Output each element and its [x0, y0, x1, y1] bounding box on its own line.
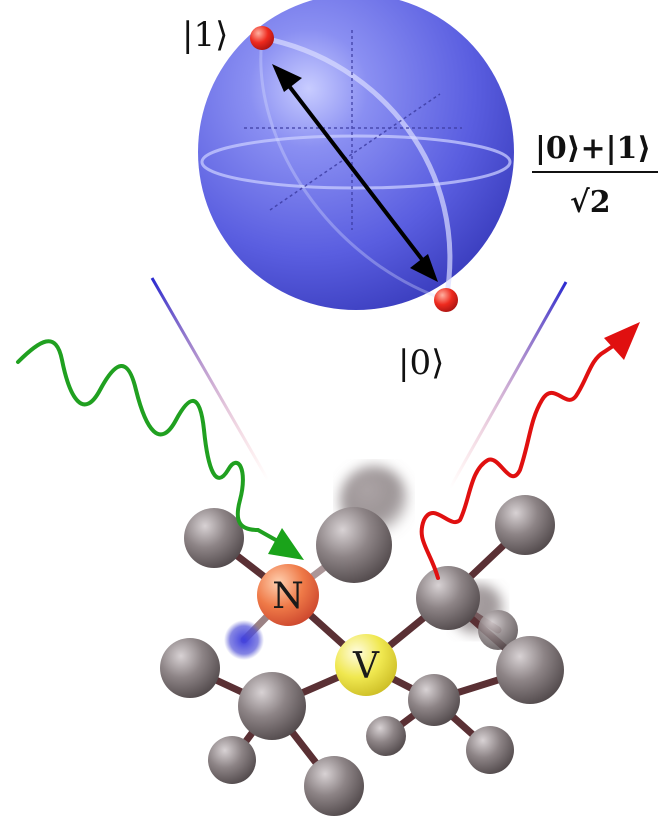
carbon-atom: [304, 756, 364, 816]
diamond-lattice: N V: [160, 466, 564, 816]
meridian-ring-back: [259, 37, 447, 302]
cone-line-right: [448, 281, 568, 489]
carbon-atom: [496, 636, 564, 704]
sphere-axes: [244, 30, 462, 230]
carbon-atom: [238, 672, 306, 740]
carbon-atom: [478, 610, 518, 650]
green-arrowhead-icon: [268, 528, 304, 560]
fraction-numerator: |0⟩+|1⟩: [535, 131, 651, 166]
carbon-atom: [160, 638, 220, 698]
carbon-atom: [408, 674, 460, 726]
carbon-atom: [184, 508, 244, 568]
superposition-fraction: |0⟩+|1⟩ √2: [532, 131, 658, 220]
small-blue-atom: [224, 620, 264, 660]
nitrogen-label: N: [272, 576, 304, 617]
carbon-atom: [366, 716, 406, 756]
carbon-atom: [416, 566, 480, 630]
ket-one-label: |1⟩: [182, 15, 228, 55]
carbon-atom: [495, 495, 555, 555]
state-point-zero: [434, 288, 458, 312]
red-arrowhead-icon: [604, 322, 640, 360]
carbon-atom: [208, 736, 256, 784]
excitation-photon: [16, 339, 304, 560]
nitrogen-atom: [257, 564, 319, 626]
sphere-body: [198, 0, 514, 310]
emission-photon: [419, 322, 640, 580]
emission-wave: [419, 342, 618, 580]
vacancy-site: [335, 634, 397, 696]
cone-line-left: [150, 277, 270, 481]
double-headed-arrow-icon: [272, 64, 438, 282]
cone-lines: [150, 277, 568, 489]
vacancy-label: V: [352, 646, 380, 687]
equator-ring: [200, 134, 512, 190]
excitation-wave: [16, 339, 292, 550]
bloch-sphere: [198, 0, 514, 312]
state-point-one: [250, 26, 274, 50]
carbon-atom: [466, 726, 514, 774]
ket-zero-label: |0⟩: [398, 343, 444, 383]
carbon-atom: [316, 507, 392, 583]
fraction-denominator: √2: [570, 185, 611, 220]
